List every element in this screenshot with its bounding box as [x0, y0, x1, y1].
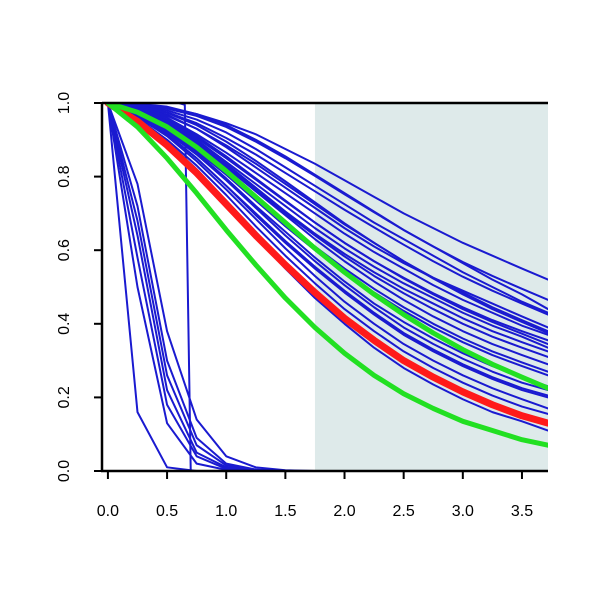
x-tick-label: 2.5 — [393, 503, 415, 520]
series-line-blue-27 — [106, 103, 548, 471]
y-tick-label: 0.4 — [56, 313, 73, 335]
series-line-blue-32 — [106, 103, 548, 471]
series-line-green-35 — [105, 103, 548, 391]
series-line-blue-31 — [106, 103, 548, 471]
series-line-blue-28 — [106, 103, 548, 471]
series-line-blue-24 — [106, 103, 548, 281]
series-line-blue-29 — [106, 103, 548, 471]
series-line-blue-20 — [106, 103, 548, 410]
series-line-blue-30 — [106, 103, 548, 471]
x-tick-label: 3.0 — [452, 503, 474, 520]
x-tick-label: 3.5 — [511, 503, 533, 520]
series-line-blue-25 — [106, 103, 548, 334]
series-line-blue-26 — [106, 103, 548, 471]
series-line-red-34 — [104, 103, 548, 427]
series-line-blue-18 — [106, 103, 548, 346]
series-line-blue-7 — [106, 103, 548, 333]
y-tick-label: 0.2 — [56, 386, 73, 408]
series-line-blue-33 — [105, 103, 548, 471]
series-line-blue-6 — [106, 103, 548, 353]
x-tick-label: 1.0 — [215, 503, 237, 520]
y-tick-label: 0.0 — [56, 460, 73, 482]
x-tick-label: 0.0 — [97, 503, 119, 520]
y-tick-label: 0.6 — [56, 239, 73, 261]
series-line-blue-13 — [106, 103, 548, 415]
series-line-blue-22 — [106, 103, 548, 316]
series-line-green-36 — [105, 103, 548, 448]
series-line-blue-4 — [106, 103, 548, 336]
x-tick-label: 2.0 — [333, 503, 355, 520]
series-line-blue-23 — [106, 103, 548, 301]
x-tick-label: 0.5 — [156, 503, 178, 520]
series-line-blue-2 — [106, 103, 548, 314]
y-tick-label: 1.0 — [56, 92, 73, 114]
x-tick-label: 1.5 — [274, 503, 296, 520]
y-tick-label: 0.8 — [56, 165, 73, 187]
series-line-blue-11 — [106, 103, 548, 397]
series-line-blue-19 — [106, 103, 548, 392]
